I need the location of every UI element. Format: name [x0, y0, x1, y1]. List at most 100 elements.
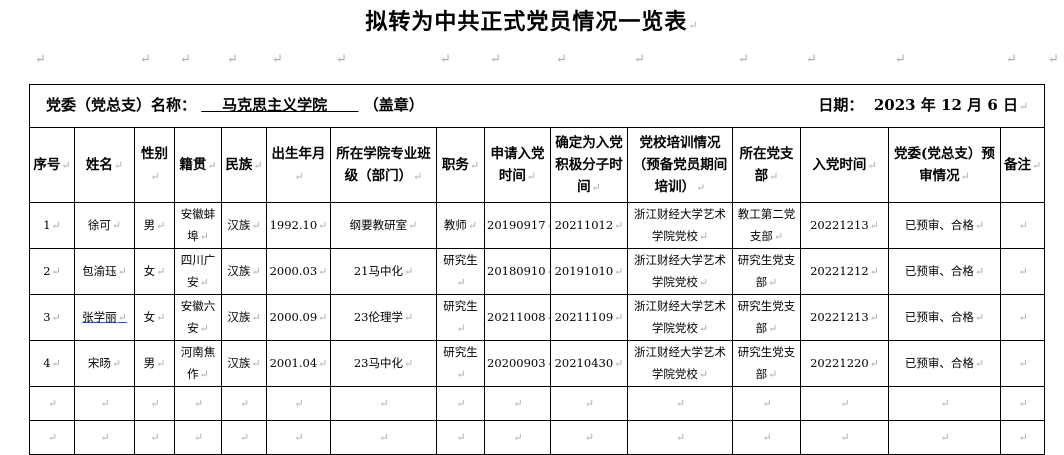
table-cell: 研究生 [436, 294, 485, 341]
column-header: 确定为入党积极分子时间 [550, 127, 628, 203]
table-cell: 张学丽 [74, 294, 135, 341]
table-cell: 安徽六安 [174, 294, 222, 341]
table-cell: 20180910 [484, 248, 551, 295]
empty-cell [221, 420, 267, 455]
table-cell: 研究生党支部 [732, 248, 801, 295]
table-cell [999, 294, 1046, 341]
table-cell: 2000.09 [266, 294, 331, 341]
table-cell: 21马中化 [330, 248, 437, 295]
table-cell: 浙江财经大学艺术学院党校 [627, 294, 733, 341]
column-header: 备注 [999, 127, 1046, 203]
table-row: 4宋旸男河南焦作汉族2001.0423马中化研究生202009032021043… [29, 340, 1046, 387]
table-cell: 2 [29, 248, 75, 295]
column-header: 党委(党总支）预审情况 [888, 127, 1001, 203]
table-cell: 包渝珏 [74, 248, 135, 295]
table-cell: 河南焦作 [174, 340, 222, 387]
table-cell: 宋旸 [74, 340, 135, 387]
column-header: 籍贯 [174, 127, 222, 203]
empty-cell [134, 386, 175, 421]
header-row: 党委（党总支）名称： 马克思主义学院 （盖章） 日期： 2023 年 12 月 … [28, 84, 1046, 128]
table-cell: 汉族 [221, 294, 267, 341]
table-row: 2包渝珏女四川广安汉族2000.0321马中化研究生20180910201910… [29, 248, 1046, 295]
column-header: 姓名 [74, 127, 135, 203]
table-cell: 汉族 [221, 248, 267, 295]
column-header: 民族 [221, 127, 267, 203]
column-header: 入党时间 [800, 127, 889, 203]
empty-cell [550, 420, 628, 455]
column-header: 所在学院专业班级（部门） [330, 127, 437, 203]
empty-cell [999, 386, 1046, 421]
empty-row [29, 420, 1046, 455]
date: 日期： 2023 年 12 月 6 日 [818, 94, 1028, 118]
column-header: 职务 [436, 127, 485, 203]
table-cell: 已预审、合格 [888, 340, 1001, 387]
table-cell: 2000.03 [266, 248, 331, 295]
table-cell: 研究生 [436, 340, 485, 387]
table-cell: 浙江财经大学艺术学院党校 [627, 202, 733, 249]
table-cell: 研究生 [436, 248, 485, 295]
column-header: 所在党支部 [732, 127, 801, 203]
table-cell: 20221212 [800, 248, 889, 295]
table-cell: 20221213 [800, 294, 889, 341]
members-table: 党委（党总支）名称： 马克思主义学院 （盖章） 日期： 2023 年 12 月 … [28, 84, 1046, 455]
table-row: 1徐可男安徽蚌埠汉族1992.10纲要教研室教师2019091720211012… [29, 202, 1046, 249]
committee-label: 党委（党总支）名称： [46, 96, 197, 114]
table-cell: 23伦理学 [330, 294, 437, 341]
empty-cell [484, 386, 551, 421]
table-cell: 浙江财经大学艺术学院党校 [627, 340, 733, 387]
empty-cell [436, 420, 485, 455]
table-cell [999, 340, 1046, 387]
column-header: 性别 [134, 127, 175, 203]
empty-cell [134, 420, 175, 455]
column-header: 申请入党时间 [484, 127, 551, 203]
empty-cell [888, 420, 1001, 455]
empty-cell [74, 386, 135, 421]
empty-cell [800, 386, 889, 421]
empty-cell [29, 420, 75, 455]
empty-cell [29, 386, 75, 421]
table-cell: 已预审、合格 [888, 202, 1001, 249]
empty-cell [550, 386, 628, 421]
table-cell [999, 202, 1046, 249]
table-cell: 教工第二党支部 [732, 202, 801, 249]
paragraph-marks-row: ↵ ↵ ↵ ↵ ↵ ↵ ↵ ↵ ↵ ↵ ↵ ↵ ↵ ↵ ↵ [35, 52, 1059, 67]
table-cell: 20200903 [484, 340, 551, 387]
empty-cell [484, 420, 551, 455]
column-header: 党校培训情况（预备党员期间培训） [627, 127, 733, 203]
empty-cell [627, 420, 733, 455]
empty-cell [732, 386, 801, 421]
table-cell: 3 [29, 294, 75, 341]
table-cell: 1 [29, 202, 75, 249]
empty-cell [436, 386, 485, 421]
empty-cell [174, 420, 222, 455]
table-cell: 已预审、合格 [888, 248, 1001, 295]
table-cell: 20221220 [800, 340, 889, 387]
empty-cell [330, 386, 437, 421]
empty-cell [732, 420, 801, 455]
table-cell: 徐可 [74, 202, 135, 249]
table-cell: 汉族 [221, 202, 267, 249]
table-cell: 教师 [436, 202, 485, 249]
table-row: 3张学丽女安徽六安汉族2000.0923伦理学研究生20211008202111… [29, 294, 1046, 341]
table-cell: 20221213 [800, 202, 889, 249]
table-cell: 纲要教研室 [330, 202, 437, 249]
table-cell: 男 [134, 202, 175, 249]
empty-cell [266, 386, 331, 421]
paragraph-mark [687, 9, 698, 35]
table-cell: 男 [134, 340, 175, 387]
table-cell: 浙江财经大学艺术学院党校 [627, 248, 733, 295]
empty-cell [888, 386, 1001, 421]
column-header-row: 序号姓名性别籍贯民族出生年月所在学院专业班级（部门）职务申请入党时间确定为入党积… [29, 127, 1046, 203]
table-cell: 20191010 [550, 248, 628, 295]
table-cell: 女 [134, 294, 175, 341]
table-cell: 安徽蚌埠 [174, 202, 222, 249]
table-cell: 4 [29, 340, 75, 387]
table-cell: 2001.04 [266, 340, 331, 387]
empty-cell [266, 420, 331, 455]
header-cell: 党委（党总支）名称： 马克思主义学院 （盖章） 日期： 2023 年 12 月 … [28, 84, 1046, 128]
column-header: 序号 [29, 127, 75, 203]
committee-name: 马克思主义学院 [222, 96, 328, 114]
empty-cell [627, 386, 733, 421]
document-title: 拟转为中共正式党员情况一览表 [0, 4, 1064, 36]
table-cell: 20211012 [550, 202, 628, 249]
